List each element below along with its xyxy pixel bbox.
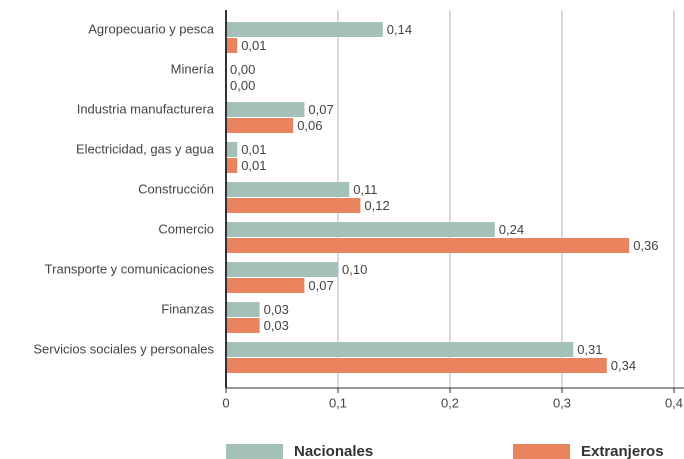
value-label: 0,14 — [387, 22, 412, 37]
legend-swatch — [513, 444, 570, 459]
x-tick-label: 0 — [222, 395, 229, 410]
y-tick-label: Construcción — [138, 181, 214, 196]
bar — [226, 198, 361, 213]
x-tick-label: 0,4 — [665, 395, 683, 410]
value-label: 0,01 — [241, 158, 266, 173]
bar — [226, 142, 238, 157]
y-tick-label: Electricidad, gas y agua — [76, 141, 215, 156]
bar — [226, 158, 238, 173]
value-label: 0,24 — [499, 222, 524, 237]
value-label: 0,11 — [353, 182, 377, 197]
y-tick-label: Comercio — [158, 221, 214, 236]
y-tick-label: Finanzas — [161, 301, 214, 316]
y-tick-label: Industria manufacturera — [77, 101, 215, 116]
value-label: 0,03 — [264, 318, 289, 333]
value-label: 0,10 — [342, 262, 367, 277]
y-tick-label: Transporte y comunicaciones — [45, 261, 215, 276]
value-label: 0,36 — [633, 238, 658, 253]
bar — [226, 118, 294, 133]
bar — [226, 262, 338, 277]
bar — [226, 358, 607, 373]
value-label: 0,00 — [230, 78, 255, 93]
bar — [226, 318, 260, 333]
bar — [226, 302, 260, 317]
bar — [226, 182, 350, 197]
bar — [226, 22, 383, 37]
bar — [226, 222, 495, 237]
y-tick-label: Minería — [171, 61, 215, 76]
x-tick-label: 0,1 — [329, 395, 347, 410]
legend-swatch — [226, 444, 283, 459]
bar — [226, 342, 574, 357]
bar — [226, 238, 630, 253]
value-label: 0,34 — [611, 358, 636, 373]
y-tick-label: Servicios sociales y personales — [33, 341, 214, 356]
value-label: 0,00 — [230, 62, 255, 77]
value-label: 0,03 — [264, 302, 289, 317]
value-label: 0,06 — [297, 118, 322, 133]
value-label: 0,01 — [241, 142, 266, 157]
value-label: 0,07 — [308, 278, 333, 293]
y-tick-label: Agropecuario y pesca — [88, 21, 215, 36]
x-tick-label: 0,2 — [441, 395, 459, 410]
legend-label: Extranjeros — [581, 443, 664, 459]
value-label: 0,07 — [308, 102, 333, 117]
legend-label: Nacionales — [294, 443, 373, 459]
value-label: 0,31 — [577, 342, 602, 357]
value-label: 0,12 — [364, 198, 389, 213]
bar — [226, 102, 305, 117]
bar — [226, 278, 305, 293]
x-tick-label: 0,3 — [553, 395, 571, 410]
value-label: 0,01 — [241, 38, 266, 53]
bar — [226, 38, 238, 53]
